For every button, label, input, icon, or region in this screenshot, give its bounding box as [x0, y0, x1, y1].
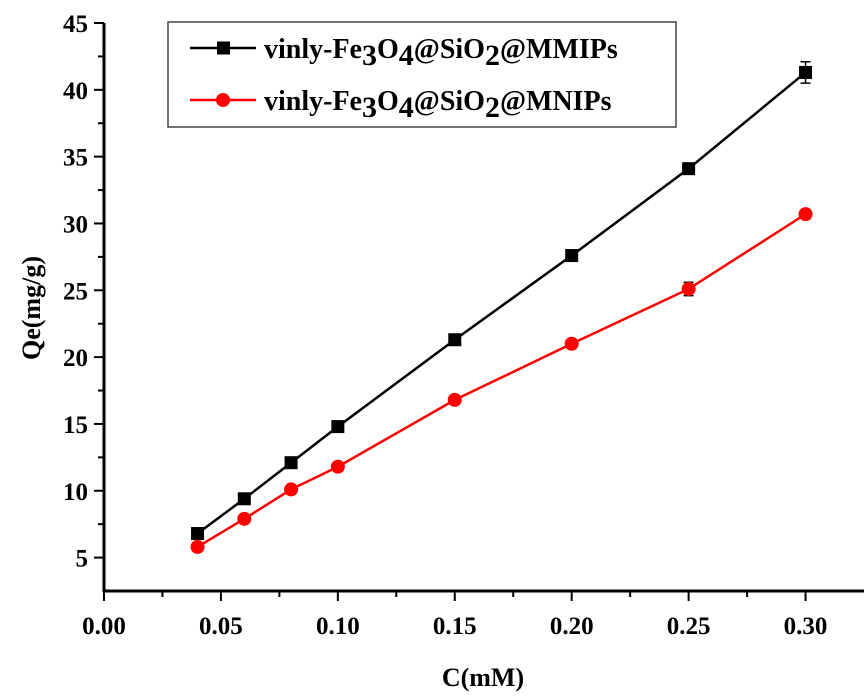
data-point [682, 162, 696, 176]
y-tick-label: 35 [63, 145, 88, 172]
legend-marker-square [217, 41, 230, 55]
data-point [331, 420, 345, 434]
x-tick-label: 0.30 [784, 613, 828, 640]
data-point [447, 392, 462, 407]
x-tick-label: 0.15 [433, 613, 477, 640]
legend-label-part: 4 [399, 91, 414, 124]
x-tick-label: 0.05 [199, 613, 243, 640]
data-point [799, 65, 813, 79]
data-point [190, 539, 205, 554]
x-tick-label: 0.00 [82, 613, 126, 640]
legend-box [167, 21, 677, 128]
y-tick-label: 20 [63, 345, 88, 372]
y-tick-label: 15 [63, 412, 88, 439]
legend-label-part: @MMIPs [500, 34, 618, 65]
x-tick-label: 0.10 [316, 613, 360, 640]
data-point [798, 207, 813, 222]
legend-label-part: vinly-Fe [264, 34, 362, 65]
legend-label-part: @SiO [414, 86, 485, 117]
legend-entry: vinly-Fe3O4@SiO2@MMIPs [190, 34, 618, 72]
series-line [196, 71, 807, 535]
y-tick-label: 45 [63, 11, 88, 38]
x-axis-label: C(mM) [442, 663, 524, 692]
legend-label-part: vinly-Fe [264, 86, 362, 117]
legend-label: vinly-Fe3O4@SiO2@MMIPs [264, 34, 618, 72]
data-point [681, 281, 696, 296]
data-point [330, 459, 345, 474]
x-tick-label: 0.25 [667, 613, 711, 640]
legend-label-part: 3 [362, 39, 377, 72]
y-axis-label: Qe(mg/g) [17, 256, 46, 360]
data-point [284, 456, 298, 470]
legend-label-part: O [377, 86, 399, 117]
y-tick-label: 5 [76, 546, 89, 573]
x-tick-label: 0.20 [550, 613, 594, 640]
legend-label-part: O [377, 34, 399, 65]
legend-label-part: 3 [362, 91, 377, 124]
legend-label: vinly-Fe3O4@SiO2@MNIPs [264, 86, 612, 124]
y-tick-label: 10 [63, 479, 88, 506]
legend-marker-circle [216, 93, 230, 107]
y-tick-label: 30 [63, 211, 88, 238]
series-mmips [191, 61, 813, 541]
legend-entry: vinly-Fe3O4@SiO2@MNIPs [190, 86, 612, 124]
legend-label-part: 4 [399, 39, 414, 72]
legend-label-part: 2 [485, 39, 500, 72]
data-point [284, 482, 299, 497]
data-point [564, 336, 579, 351]
legend: vinly-Fe3O4@SiO2@MMIPsvinly-Fe3O4@SiO2@M… [167, 21, 677, 128]
data-point [448, 333, 462, 347]
series-line [196, 213, 807, 548]
series-mnips [190, 207, 813, 554]
data-point [237, 492, 251, 506]
y-tick-label: 40 [63, 78, 88, 105]
legend-label-part: @SiO [414, 34, 485, 65]
data-point [237, 511, 252, 526]
legend-label-part: 2 [485, 91, 500, 124]
series-layer [190, 61, 813, 554]
data-point [191, 527, 205, 541]
y-tick-label: 25 [63, 278, 88, 305]
axes: 0.00 0.05 0.10 0.15 0.20 0.25 0.30 5 10 15 20 25 30 3… [63, 11, 864, 640]
legend-label-part: @MNIPs [500, 86, 612, 117]
data-point [565, 249, 579, 263]
